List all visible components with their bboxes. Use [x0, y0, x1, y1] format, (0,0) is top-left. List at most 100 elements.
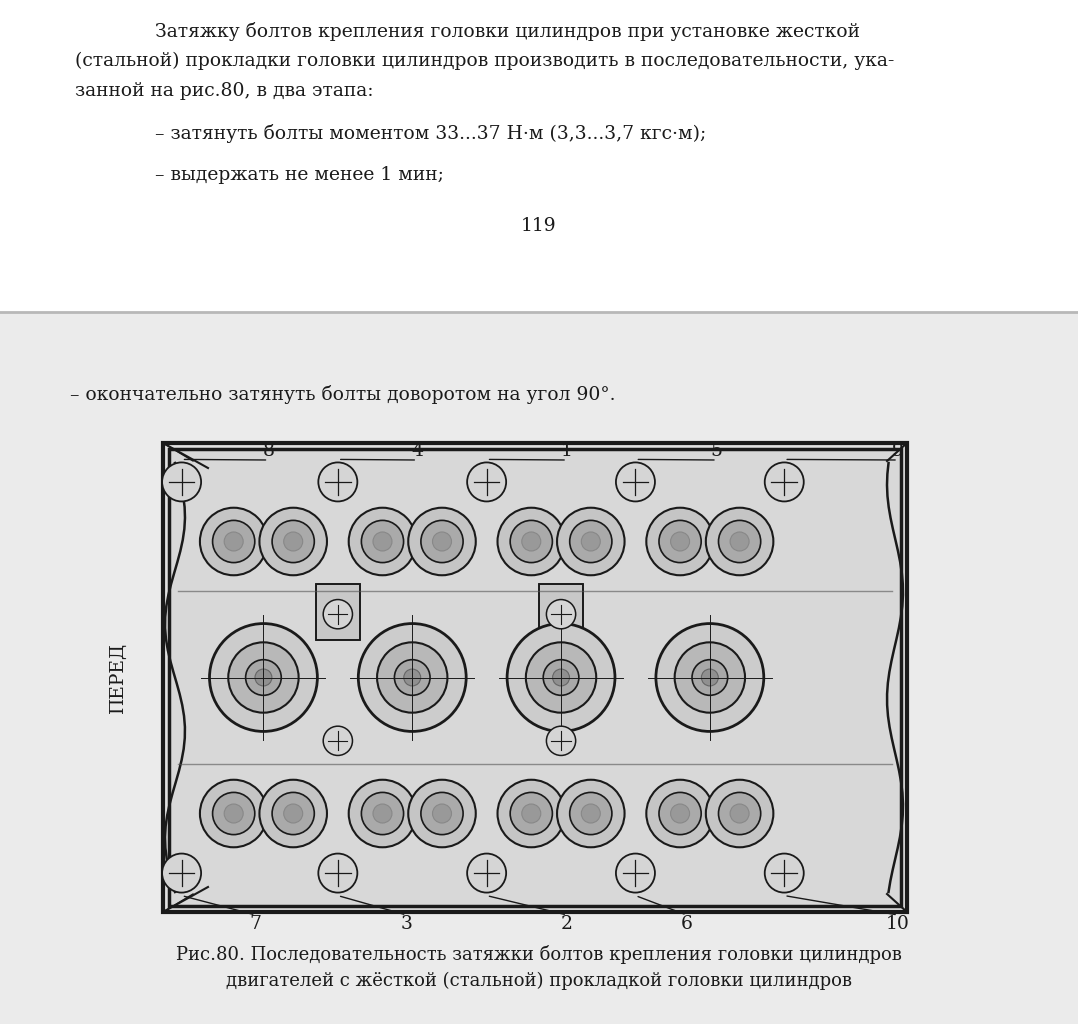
Circle shape	[420, 793, 464, 835]
Text: 6: 6	[680, 915, 693, 933]
Circle shape	[409, 508, 475, 575]
Bar	[539, 584, 583, 640]
Bar	[163, 443, 907, 912]
Circle shape	[284, 532, 303, 551]
Circle shape	[467, 463, 507, 502]
Circle shape	[162, 854, 202, 893]
Circle shape	[373, 532, 392, 551]
Circle shape	[318, 463, 357, 502]
Circle shape	[212, 520, 254, 562]
Circle shape	[569, 520, 612, 562]
Circle shape	[510, 520, 552, 562]
Circle shape	[647, 508, 714, 575]
Circle shape	[272, 520, 315, 562]
Circle shape	[246, 659, 281, 695]
Circle shape	[420, 520, 464, 562]
Circle shape	[323, 600, 353, 629]
Circle shape	[526, 642, 596, 713]
Circle shape	[671, 804, 690, 823]
Circle shape	[409, 779, 475, 847]
Circle shape	[655, 624, 764, 731]
Circle shape	[318, 854, 357, 893]
Bar	[539, 584, 583, 640]
Text: Рис.80. Последовательность затяжки болтов крепления головки цилиндров: Рис.80. Последовательность затяжки болто…	[176, 945, 902, 964]
Circle shape	[395, 659, 430, 695]
Circle shape	[553, 669, 569, 686]
Circle shape	[659, 520, 701, 562]
Text: 9: 9	[892, 442, 904, 460]
Circle shape	[547, 726, 576, 756]
Bar	[316, 584, 360, 640]
Circle shape	[719, 793, 761, 835]
Circle shape	[209, 624, 317, 731]
Bar	[316, 584, 360, 640]
Circle shape	[348, 779, 416, 847]
Circle shape	[284, 804, 303, 823]
Circle shape	[498, 508, 565, 575]
Circle shape	[702, 669, 718, 686]
Bar	[169, 449, 901, 906]
Text: 10: 10	[886, 915, 910, 933]
Circle shape	[212, 793, 254, 835]
Circle shape	[730, 532, 749, 551]
Circle shape	[719, 520, 761, 562]
Text: 1: 1	[561, 442, 573, 460]
Circle shape	[510, 793, 552, 835]
Text: ПЕРЕД: ПЕРЕД	[109, 642, 127, 713]
Circle shape	[522, 532, 541, 551]
Circle shape	[675, 642, 745, 713]
Circle shape	[199, 508, 267, 575]
Text: двигателей с жёсткой (стальной) прокладкой головки цилиндров: двигателей с жёсткой (стальной) прокладк…	[226, 972, 852, 990]
Text: – выдержать не менее 1 мин;: – выдержать не менее 1 мин;	[155, 166, 444, 184]
Text: – затянуть болты моментом 33...37 Н·м (3,3...3,7 кгс·м);: – затянуть болты моментом 33...37 Н·м (3…	[155, 124, 706, 143]
Text: Затяжку болтов крепления головки цилиндров при установке жесткой: Затяжку болтов крепления головки цилиндр…	[155, 22, 860, 41]
Text: – окончательно затянуть болты доворотом на угол 90°.: – окончательно затянуть болты доворотом …	[70, 385, 616, 404]
Circle shape	[581, 532, 600, 551]
Circle shape	[522, 804, 541, 823]
Circle shape	[358, 624, 466, 731]
Circle shape	[404, 669, 420, 686]
Bar	[0, 312, 1078, 1024]
Circle shape	[260, 779, 327, 847]
Circle shape	[706, 779, 773, 847]
Text: 119: 119	[521, 217, 557, 234]
Circle shape	[199, 779, 267, 847]
Circle shape	[730, 804, 749, 823]
Circle shape	[507, 624, 614, 731]
Text: 5: 5	[710, 442, 723, 460]
Circle shape	[373, 804, 392, 823]
Circle shape	[224, 532, 244, 551]
Circle shape	[361, 793, 403, 835]
Circle shape	[659, 793, 701, 835]
Circle shape	[569, 793, 612, 835]
Circle shape	[255, 669, 272, 686]
Circle shape	[432, 804, 452, 823]
Bar	[163, 443, 907, 912]
Text: 2: 2	[561, 915, 573, 933]
Circle shape	[547, 600, 576, 629]
Circle shape	[361, 520, 403, 562]
Circle shape	[272, 793, 315, 835]
Circle shape	[581, 804, 600, 823]
Circle shape	[557, 508, 624, 575]
Circle shape	[543, 659, 579, 695]
Text: 7: 7	[249, 915, 262, 933]
Circle shape	[348, 508, 416, 575]
Text: 3: 3	[400, 915, 413, 933]
Circle shape	[692, 659, 728, 695]
Circle shape	[557, 779, 624, 847]
Circle shape	[224, 804, 244, 823]
Circle shape	[377, 642, 447, 713]
Circle shape	[616, 854, 655, 893]
Circle shape	[498, 779, 565, 847]
Text: занной на рис.80, в два этапа:: занной на рис.80, в два этапа:	[75, 82, 373, 100]
Circle shape	[432, 532, 452, 551]
Bar	[0, 0, 1078, 312]
Circle shape	[764, 463, 804, 502]
Circle shape	[671, 532, 690, 551]
Circle shape	[647, 779, 714, 847]
Circle shape	[616, 463, 655, 502]
Circle shape	[467, 854, 507, 893]
Text: (стальной) прокладки головки цилиндров производить в последовательности, ука-: (стальной) прокладки головки цилиндров п…	[75, 52, 895, 71]
Text: 4: 4	[411, 442, 424, 460]
